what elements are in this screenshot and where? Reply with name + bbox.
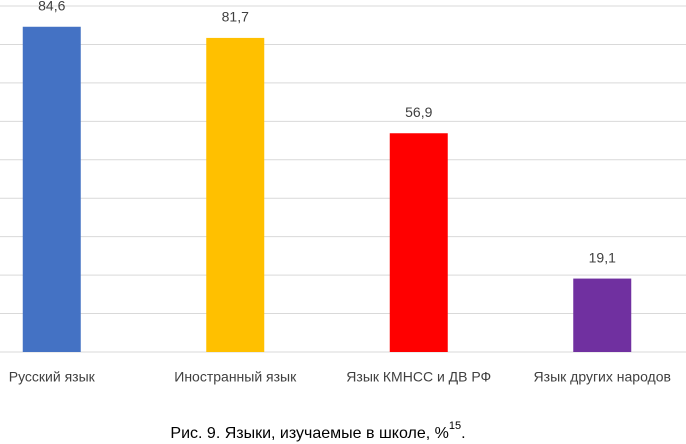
caption: Рис. 9. Языки, изучаемые в школе, %15. bbox=[170, 420, 465, 442]
caption-end: . bbox=[461, 425, 465, 442]
data-label: 84,6 bbox=[38, 0, 65, 13]
data-label: 19,1 bbox=[589, 249, 616, 265]
data-label: 81,7 bbox=[222, 9, 249, 25]
caption-text: Рис. 9. Языки, изучаемые в школе, % bbox=[170, 425, 448, 442]
x-tick-label: Язык КМНСС и ДВ РФ bbox=[346, 369, 491, 385]
bar bbox=[389, 133, 448, 352]
x-tick-label: Русский язык bbox=[9, 369, 96, 385]
bar bbox=[573, 278, 632, 352]
x-tick-label: Иностранный язык bbox=[174, 369, 297, 385]
bar bbox=[206, 37, 265, 353]
bar bbox=[22, 26, 81, 352]
x-tick-label: Язык других народов bbox=[534, 369, 671, 385]
data-label: 56,9 bbox=[405, 104, 432, 120]
footnote: 15 bbox=[449, 420, 461, 432]
